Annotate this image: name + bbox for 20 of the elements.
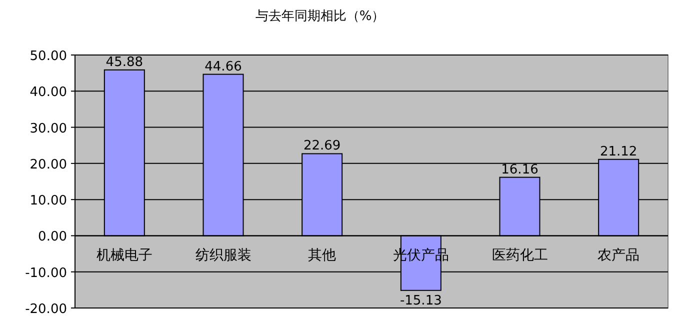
y-tick-label: -10.00 [25, 266, 67, 281]
x-tick-label: 其他 [308, 248, 336, 264]
x-tick-label: 医药化工 [492, 248, 548, 264]
y-tick-label: 0.00 [38, 230, 67, 245]
y-tick-label: -20.00 [25, 302, 67, 317]
y-tick-label: 40.00 [30, 85, 67, 100]
data-label: 44.66 [204, 59, 242, 74]
y-tick-label: 10.00 [30, 194, 67, 209]
x-tick-label: 机械电子 [96, 248, 152, 264]
x-tick-label: 纺织服装 [195, 248, 252, 264]
y-tick-label: 30.00 [30, 121, 67, 136]
data-label: -15.13 [400, 293, 442, 308]
data-label: 21.12 [600, 144, 638, 160]
data-label: 45.88 [106, 54, 144, 70]
y-tick-label: 50.00 [30, 49, 67, 64]
data-label: 16.16 [501, 162, 538, 178]
chart-title: 与去年同期相比（%） [255, 9, 385, 24]
data-label: 22.69 [303, 138, 341, 154]
x-tick-label: 农产品 [598, 248, 640, 264]
y-tick-label: 20.00 [30, 157, 67, 172]
